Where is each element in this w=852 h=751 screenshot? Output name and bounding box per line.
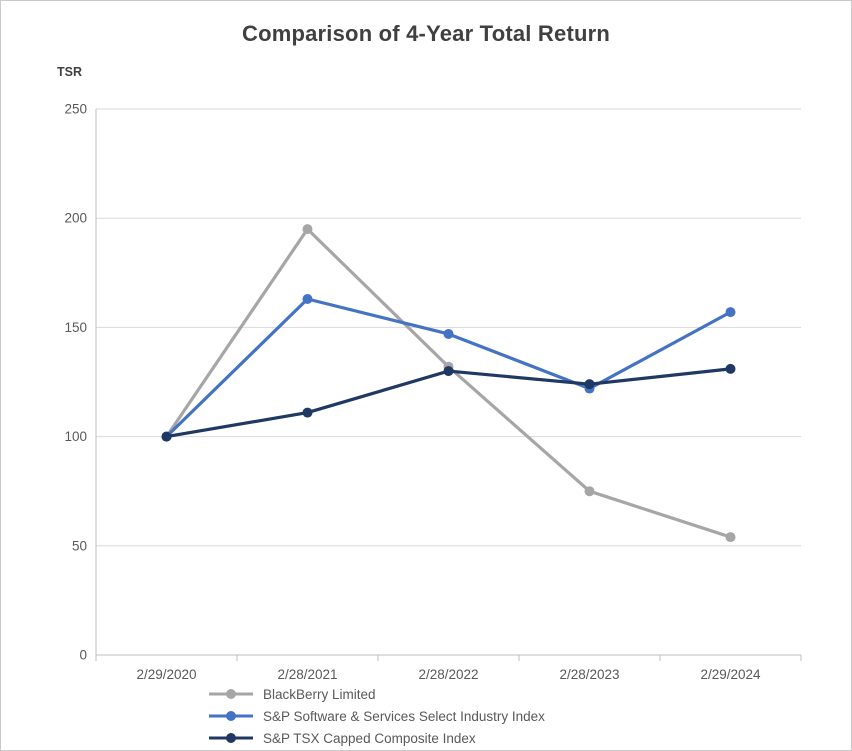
series-marker-1 — [725, 307, 736, 318]
series-marker-2 — [584, 379, 595, 390]
y-tick-label: 100 — [64, 429, 87, 444]
legend-label: S&P Software & Services Select Industry … — [263, 708, 545, 724]
series-marker-2 — [443, 366, 454, 377]
series-marker-2 — [302, 407, 313, 418]
x-axis-label: 2/28/2023 — [559, 667, 619, 682]
legend: BlackBerry Limited S&P Software & Servic… — [207, 683, 545, 749]
series-marker-0 — [584, 486, 595, 497]
legend-line-marker-icon — [209, 733, 253, 743]
series-marker-0 — [302, 224, 313, 235]
legend-line-marker-icon — [209, 689, 253, 699]
series-marker-1 — [302, 294, 313, 305]
legend-line-marker-icon — [209, 711, 253, 721]
series-marker-0 — [725, 532, 736, 543]
series-marker-2 — [725, 363, 736, 374]
series-line-2 — [164, 367, 733, 439]
series-marker-1 — [443, 328, 454, 339]
y-tick-label: 150 — [64, 320, 87, 335]
y-tick-label: 0 — [79, 648, 87, 663]
legend-item-blackberry: BlackBerry Limited — [207, 683, 545, 705]
y-tick-label: 50 — [72, 538, 87, 553]
x-axis-label: 2/28/2021 — [277, 667, 337, 682]
chart-title: Comparison of 4-Year Total Return — [241, 21, 611, 46]
series-marker-2 — [161, 431, 172, 442]
y-tick-label: 250 — [64, 102, 87, 117]
legend-item-sp-software: S&P Software & Services Select Industry … — [207, 705, 545, 727]
x-axis-label: 2/29/2024 — [700, 667, 761, 682]
x-axis-label: 2/28/2022 — [418, 667, 478, 682]
series-line-0 — [164, 227, 733, 539]
legend-label: S&P TSX Capped Composite Index — [263, 730, 476, 746]
legend-item-sp-tsx: S&P TSX Capped Composite Index — [207, 727, 545, 749]
x-axis-label: 2/29/2020 — [136, 667, 196, 682]
y-axis-title: TSR — [57, 65, 82, 79]
y-tick-label: 200 — [64, 211, 87, 226]
legend-label: BlackBerry Limited — [263, 686, 376, 702]
